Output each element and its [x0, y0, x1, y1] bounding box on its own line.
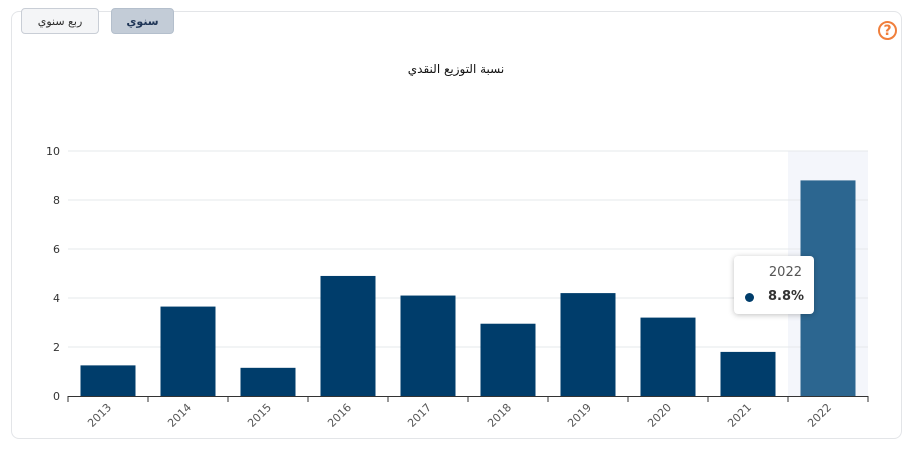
y-tick-label: 6	[53, 243, 60, 256]
chart-title: نسبة التوزيع النقدي	[407, 62, 505, 76]
x-tick-label: 2016	[325, 401, 354, 430]
y-tick-label: 0	[53, 390, 60, 403]
x-tick-label: 2017	[405, 401, 434, 430]
x-tick-label: 2020	[645, 401, 674, 430]
y-tick-label: 4	[53, 292, 60, 305]
bar	[560, 293, 616, 396]
bar	[480, 323, 536, 396]
tooltip-series-dot	[745, 293, 754, 302]
help-icon[interactable]: ?	[878, 21, 897, 40]
bar	[80, 365, 136, 396]
tooltip-year: 2022	[768, 265, 802, 280]
chart-tooltip: 2022 8.8%	[734, 256, 814, 314]
x-tick-label: 2013	[85, 401, 114, 430]
quarterly-toggle-button[interactable]: ربع سنوي	[21, 8, 99, 34]
bar	[720, 351, 776, 396]
x-tick-label: 2018	[485, 401, 514, 430]
x-tick-label: 2014	[165, 401, 194, 430]
x-tick-label: 2021	[725, 401, 754, 430]
x-tick-label: 2022	[805, 401, 834, 430]
x-tick-label: 2015	[245, 401, 274, 430]
bar	[160, 306, 216, 396]
tooltip-value: 8.8%	[768, 289, 805, 304]
y-tick-label: 8	[53, 194, 60, 207]
annual-toggle-button[interactable]: سنوي	[111, 8, 174, 34]
y-tick-label: 2	[53, 341, 60, 354]
bar	[640, 317, 696, 396]
bar	[320, 275, 376, 396]
bar	[400, 295, 456, 396]
bar	[240, 367, 296, 396]
y-tick-label: 10	[46, 145, 60, 158]
x-tick-label: 2019	[565, 401, 594, 430]
